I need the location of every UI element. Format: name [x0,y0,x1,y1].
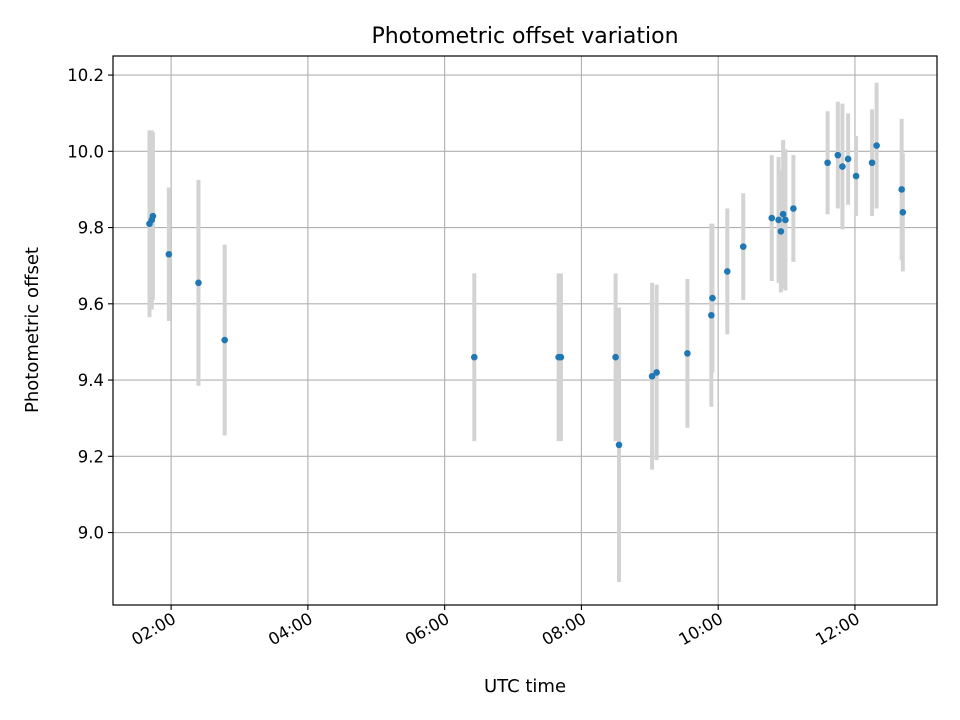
axes-frame [112,55,938,606]
y-tick-label: 10.0 [67,142,104,161]
data-point [653,369,660,376]
data-point [195,279,202,287]
data-point [782,216,789,224]
data-point [899,209,907,216]
y-tick-label: 9.4 [78,371,104,390]
data-point [898,186,905,193]
x-axis-label: UTC time [484,676,566,697]
data-point [615,441,623,449]
data-point [873,142,880,149]
data-point [779,210,787,218]
data-points [146,142,907,449]
data-point [775,216,782,224]
data-point [839,163,846,170]
data-point [221,336,228,344]
y-tick-label: 9.8 [78,219,104,238]
data-point [709,294,716,302]
data-point [684,350,691,357]
data-point [852,172,860,180]
data-point [648,372,656,380]
data-point [708,311,715,319]
y-axis-label: Photometric offset [22,247,43,413]
data-point [470,353,478,361]
data-point [844,155,852,163]
data-point [768,214,776,222]
data-point [739,243,747,250]
data-point [777,228,785,235]
y-tick-label: 10.2 [67,66,104,85]
data-point [868,159,876,167]
data-point [149,212,157,220]
data-point [824,159,831,167]
data-point [723,268,731,275]
data-point [557,353,565,361]
data-point [790,205,797,212]
data-point [834,151,842,159]
chart-title: Photometric offset variation [371,24,678,49]
y-tick-label: 9.2 [78,447,104,466]
data-point [612,353,619,361]
data-point [165,250,173,258]
y-tick-label: 9.6 [78,295,104,314]
y-tick-label: 9.0 [78,524,104,543]
